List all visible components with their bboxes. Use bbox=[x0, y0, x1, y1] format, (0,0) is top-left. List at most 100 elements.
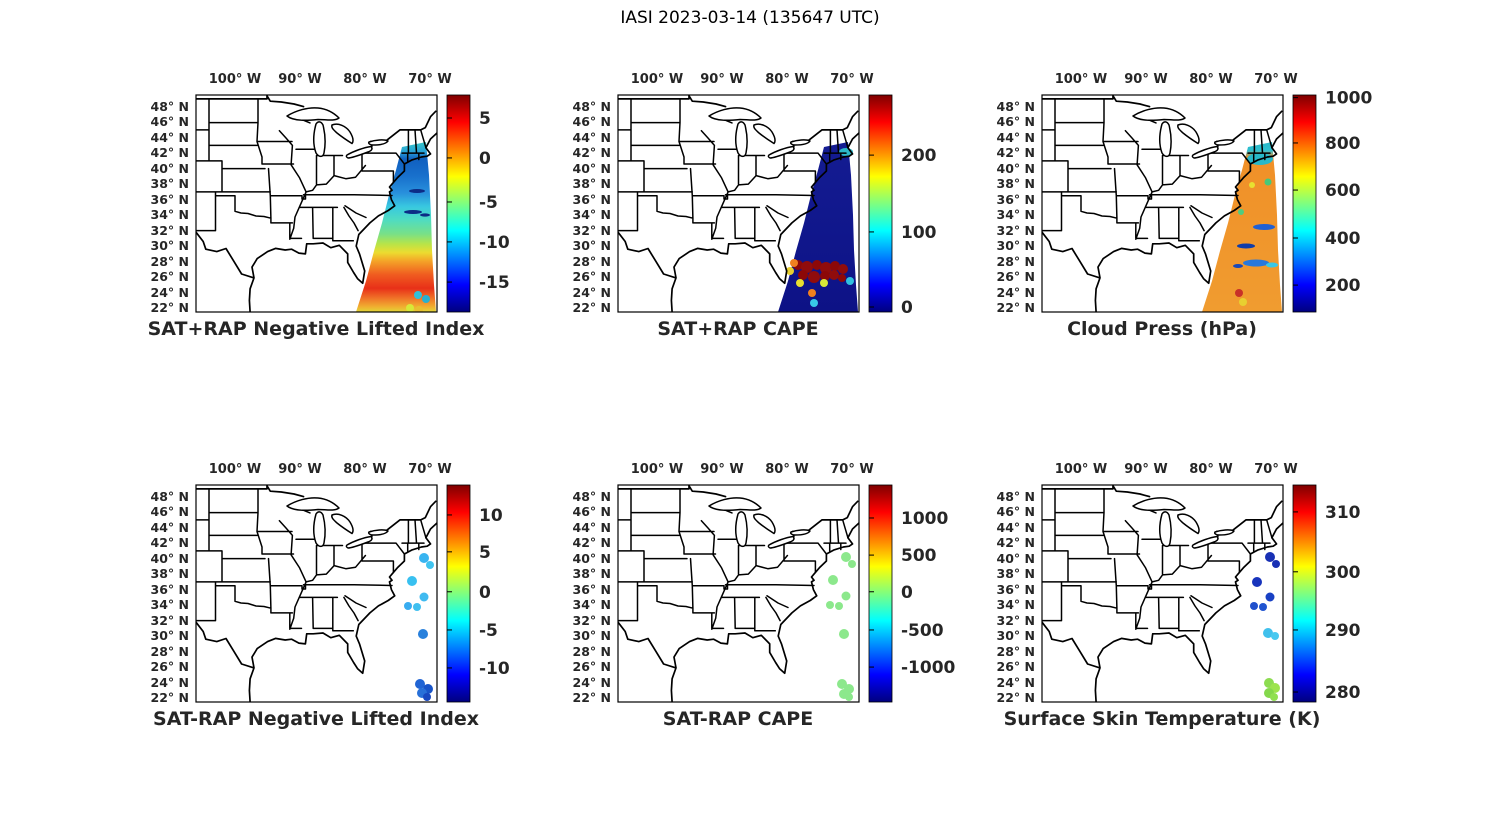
satellite-swath bbox=[1202, 142, 1282, 312]
lat-tick-label: 30° N bbox=[573, 238, 611, 253]
lat-tick-label: 32° N bbox=[573, 613, 611, 628]
data-dot bbox=[413, 603, 421, 611]
data-dot bbox=[422, 295, 430, 303]
colorbar: 1000 800 600 400 200 bbox=[1292, 89, 1372, 313]
lat-tick-label: 40° N bbox=[997, 161, 1035, 176]
lat-tick-label: 26° N bbox=[997, 269, 1035, 284]
data-dot bbox=[837, 679, 847, 689]
lon-tick-label: 70° W bbox=[830, 72, 873, 87]
lat-tick-label: 28° N bbox=[997, 254, 1035, 269]
lat-tick-label: 48° N bbox=[997, 489, 1035, 504]
lat-tick-label: 48° N bbox=[573, 489, 611, 504]
lon-tick-label: 80° W bbox=[765, 462, 808, 477]
lat-tick-label: 32° N bbox=[573, 223, 611, 238]
panel-svg-0: 100° W 90° W 80° W 70° W 48° N46° N44° N42° … bbox=[151, 72, 510, 315]
map-frame bbox=[1041, 484, 1284, 703]
data-dot bbox=[414, 291, 422, 299]
lat-tick-label: 42° N bbox=[573, 145, 611, 160]
colorbar-tick-label: 0 bbox=[901, 298, 913, 318]
lat-tick-label: 34° N bbox=[573, 207, 611, 222]
colorbar-gradient bbox=[446, 94, 471, 313]
lat-tick-label: 46° N bbox=[151, 114, 189, 129]
colorbar: 5 0 -5 -10 -15 bbox=[446, 94, 510, 313]
data-dot bbox=[846, 277, 854, 285]
data-dot bbox=[1272, 560, 1280, 568]
lat-tick-label: 38° N bbox=[997, 566, 1035, 581]
lon-tick-label: 70° W bbox=[408, 462, 451, 477]
lat-tick-label: 34° N bbox=[151, 207, 189, 222]
colorbar: 200 100 0 bbox=[868, 94, 937, 318]
data-dot bbox=[404, 602, 412, 610]
lat-tick-label: 28° N bbox=[151, 644, 189, 659]
colorbar: 1000 500 0 -500 -1000 bbox=[868, 484, 956, 703]
lon-axis-labels: 100° W 90° W 80° W 70° W bbox=[1055, 462, 1298, 477]
panel-svg-1: 100° W 90° W 80° W 70° W 48° N46° N44° N42° … bbox=[573, 72, 937, 318]
lat-tick-label: 36° N bbox=[573, 192, 611, 207]
data-dot bbox=[419, 592, 429, 602]
lat-tick-label: 30° N bbox=[997, 628, 1035, 643]
data-streak bbox=[1237, 243, 1255, 249]
lon-tick-label: 70° W bbox=[830, 462, 873, 477]
lat-tick-label: 42° N bbox=[997, 145, 1035, 160]
data-streak bbox=[404, 210, 422, 214]
data-dot bbox=[829, 270, 839, 280]
lat-tick-label: 24° N bbox=[151, 675, 189, 690]
lat-tick-label: 40° N bbox=[573, 161, 611, 176]
lat-tick-label: 32° N bbox=[151, 613, 189, 628]
colorbar-tick-label: 5 bbox=[479, 543, 491, 563]
data-dot bbox=[1265, 592, 1275, 602]
data-streak bbox=[420, 213, 430, 217]
lat-tick-label: 32° N bbox=[997, 613, 1035, 628]
data-dot bbox=[845, 693, 853, 701]
colorbar-tick-label: 0 bbox=[479, 583, 491, 603]
map-frame bbox=[195, 94, 438, 313]
lat-tick-label: 24° N bbox=[573, 675, 611, 690]
lat-tick-label: 46° N bbox=[573, 114, 611, 129]
lat-tick-label: 22° N bbox=[997, 300, 1035, 315]
colorbar-tick-label: 310 bbox=[1325, 503, 1361, 523]
colorbar-tick-label: 500 bbox=[901, 546, 937, 566]
data-layer bbox=[356, 142, 436, 312]
figure-title: IASI 2023-03-14 (135647 UTC) bbox=[620, 8, 880, 28]
panel-title-4: SAT-RAP CAPE bbox=[662, 708, 814, 730]
lat-tick-label: 44° N bbox=[997, 130, 1035, 145]
lat-axis-labels: 48° N46° N44° N42° N40° N38° N36° N34° N… bbox=[151, 99, 189, 315]
colorbar-gradient bbox=[446, 484, 471, 703]
colorbar: 310 300 290 280 bbox=[1292, 484, 1361, 703]
lat-tick-label: 28° N bbox=[573, 254, 611, 269]
lat-tick-label: 26° N bbox=[997, 659, 1035, 674]
colorbar-tick-label: 290 bbox=[1325, 621, 1361, 641]
lat-tick-label: 48° N bbox=[997, 99, 1035, 114]
data-dot bbox=[830, 261, 840, 271]
lat-axis-labels: 48° N46° N44° N42° N40° N38° N36° N34° N… bbox=[997, 489, 1035, 705]
colorbar-gradient bbox=[868, 94, 893, 313]
data-dot bbox=[1239, 298, 1247, 306]
panel-title-2: Cloud Press (hPa) bbox=[1067, 318, 1257, 340]
lat-tick-label: 48° N bbox=[151, 489, 189, 504]
data-dot bbox=[419, 553, 429, 563]
colorbar-tick-label: 5 bbox=[479, 109, 491, 129]
us-map-outline bbox=[618, 485, 859, 702]
data-dot bbox=[415, 306, 423, 312]
lat-tick-label: 42° N bbox=[151, 145, 189, 160]
colorbar-gradient bbox=[1292, 94, 1317, 313]
lat-tick-label: 34° N bbox=[151, 597, 189, 612]
lon-axis-labels: 100° W 90° W 80° W 70° W bbox=[1055, 72, 1298, 87]
lat-tick-label: 28° N bbox=[151, 254, 189, 269]
data-dot bbox=[808, 289, 816, 297]
map-frame bbox=[617, 94, 860, 313]
lat-tick-label: 30° N bbox=[151, 628, 189, 643]
data-dot bbox=[801, 261, 813, 273]
lat-tick-label: 36° N bbox=[997, 582, 1035, 597]
panel-title-3: SAT-RAP Negative Lifted Index bbox=[153, 708, 479, 730]
colorbar-tick-label: 600 bbox=[1325, 181, 1361, 201]
data-dot bbox=[841, 552, 851, 562]
data-layer bbox=[826, 552, 856, 701]
data-dot bbox=[839, 629, 849, 639]
lon-tick-label: 70° W bbox=[408, 72, 451, 87]
lat-tick-label: 24° N bbox=[151, 285, 189, 300]
lat-tick-label: 38° N bbox=[997, 176, 1035, 191]
lat-tick-label: 44° N bbox=[151, 520, 189, 535]
lat-axis-labels: 48° N46° N44° N42° N40° N38° N36° N34° N… bbox=[573, 489, 611, 705]
